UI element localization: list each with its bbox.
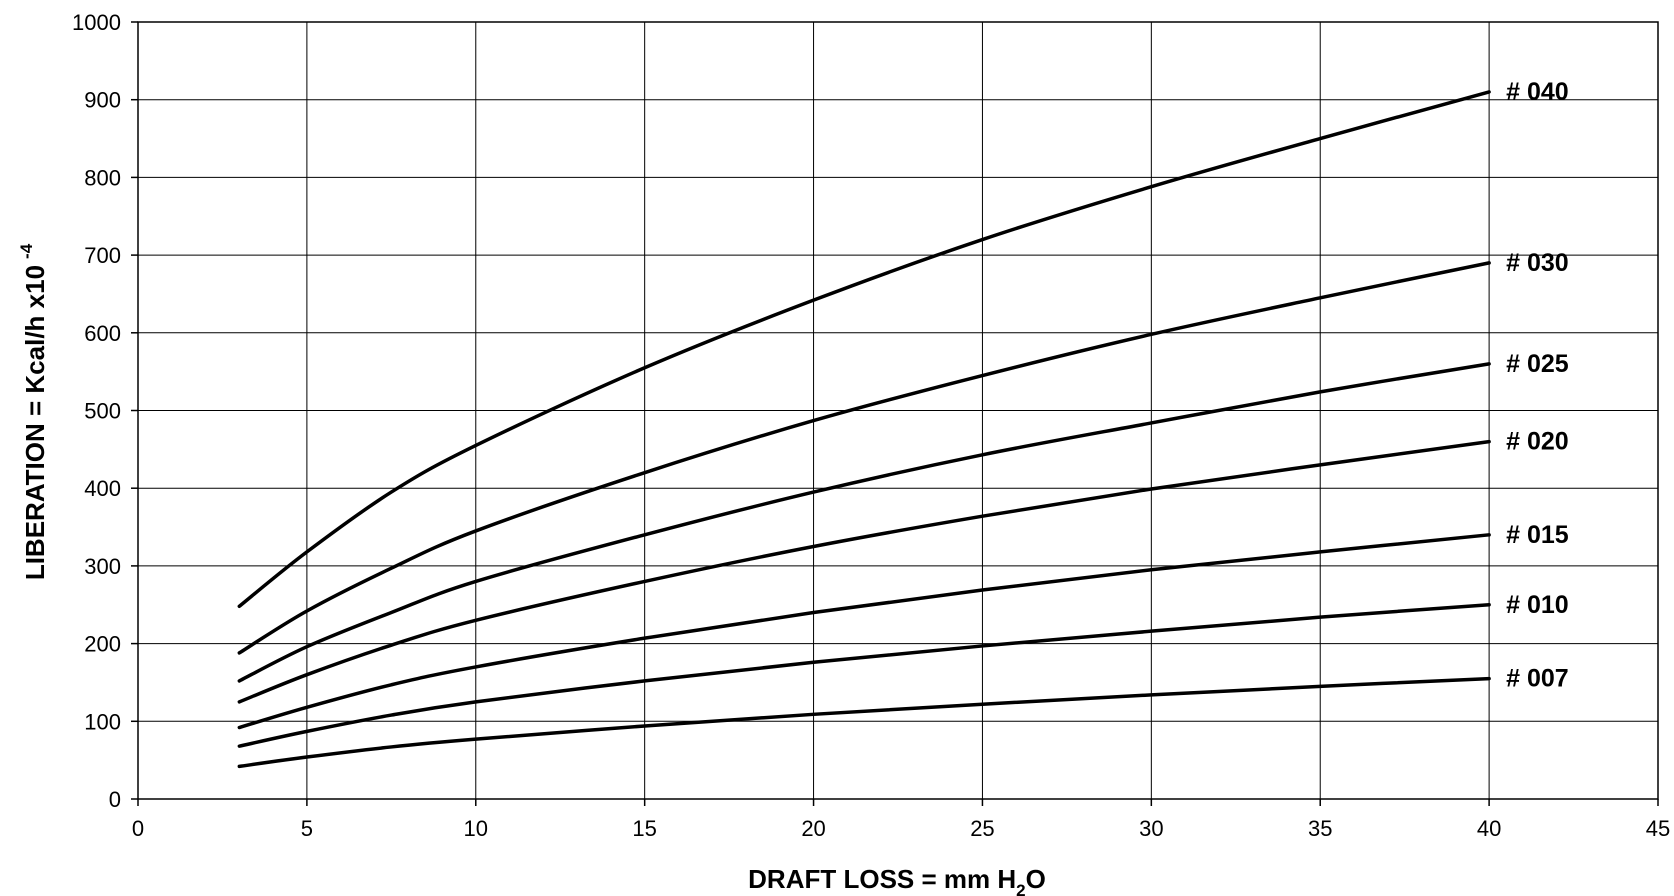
x-tick-label: 25 [970, 816, 994, 841]
y-tick-label: 800 [84, 165, 121, 190]
y-tick-label: 200 [84, 632, 121, 657]
y-tick-label: 300 [84, 554, 121, 579]
series-label: # 015 [1506, 521, 1569, 549]
x-tick-label: 15 [632, 816, 656, 841]
y-tick-label: 0 [109, 787, 121, 812]
series-labels: # 040 # 030 # 025 # 020 # 015 # 010 # 007 [1506, 78, 1569, 693]
x-tick-label: 40 [1477, 816, 1501, 841]
y-tick-label: 500 [84, 399, 121, 424]
y-tick-label: 1000 [72, 10, 121, 35]
series-label: # 020 [1506, 428, 1569, 456]
x-tick-label: 0 [132, 816, 144, 841]
series-lines [237, 90, 1491, 769]
x-tick-label: 10 [464, 816, 488, 841]
axes: 0 5 10 15 20 25 30 35 40 45 0 100 200 300 400 500 600 700… [72, 10, 1670, 841]
x-tick-label: 45 [1646, 816, 1670, 841]
series-label: # 010 [1506, 591, 1569, 619]
y-tick-label: 100 [84, 709, 121, 734]
x-axis-title: DRAFT LOSS = mm H2O [748, 864, 1046, 896]
y-tick-label: 400 [84, 476, 121, 501]
x-tick-label: 35 [1308, 816, 1332, 841]
y-tick-label: 900 [84, 88, 121, 113]
series-label: # 030 [1506, 249, 1569, 277]
y-axis-title: LIBERATION = Kcal/h x10-4 [17, 243, 50, 580]
x-tick-label: 20 [801, 816, 825, 841]
series-label: # 007 [1506, 665, 1569, 693]
series-label: # 040 [1506, 78, 1569, 106]
y-tick-label: 700 [84, 243, 121, 268]
series-line [237, 676, 1491, 769]
series-line [237, 439, 1491, 704]
x-tick-label: 5 [301, 816, 313, 841]
x-tick-label: 30 [1139, 816, 1163, 841]
series-line [237, 603, 1491, 748]
series-label: # 025 [1506, 350, 1569, 378]
y-tick-label: 600 [84, 321, 121, 346]
series-line [237, 261, 1491, 655]
series-line [237, 90, 1491, 609]
series-line [237, 362, 1491, 683]
series-line [237, 533, 1491, 730]
